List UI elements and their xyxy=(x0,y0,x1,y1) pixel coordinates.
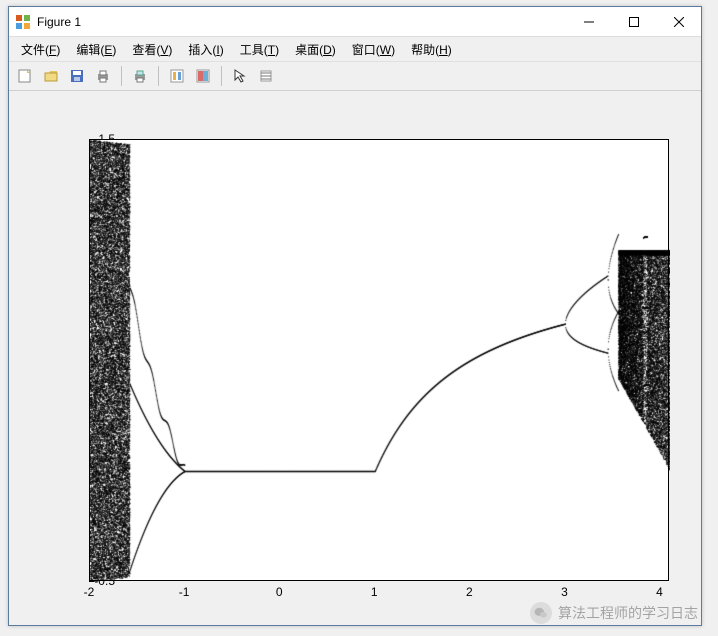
toolbar-separator xyxy=(221,66,222,86)
menu-v[interactable]: 查看(V) xyxy=(124,38,180,61)
data-cursor-icon xyxy=(258,68,274,84)
window-title: Figure 1 xyxy=(37,15,566,29)
new-figure-icon xyxy=(17,68,33,84)
xtick-label: 2 xyxy=(466,585,473,599)
menu-d[interactable]: 桌面(D) xyxy=(287,38,344,61)
data-cursor-button[interactable] xyxy=(254,64,278,88)
print-button[interactable] xyxy=(91,64,115,88)
xtick-label: 4 xyxy=(656,585,663,599)
xtick-label: 1 xyxy=(371,585,378,599)
xtick-label: 3 xyxy=(561,585,568,599)
matlab-icon xyxy=(15,14,31,30)
bifurcation-plot xyxy=(90,140,670,582)
xtick-label: -1 xyxy=(179,585,190,599)
open-icon xyxy=(43,68,59,84)
save-icon xyxy=(69,68,85,84)
menu-w[interactable]: 窗口(W) xyxy=(344,38,403,61)
save-button[interactable] xyxy=(65,64,89,88)
menu-f[interactable]: 文件(F) xyxy=(13,38,68,61)
arrow-button[interactable] xyxy=(228,64,252,88)
toolbar xyxy=(9,61,701,91)
colorbar-icon xyxy=(195,68,211,84)
wechat-icon xyxy=(530,602,552,624)
axes[interactable] xyxy=(89,139,669,581)
arrow-icon xyxy=(232,68,248,84)
maximize-button[interactable] xyxy=(611,7,656,36)
plot-area: -0.500.511.5 -2-101234 xyxy=(9,93,701,625)
menu-h[interactable]: 帮助(H) xyxy=(403,38,460,61)
new-figure-button[interactable] xyxy=(13,64,37,88)
print-preview-button[interactable] xyxy=(128,64,152,88)
toolbar-separator xyxy=(121,66,122,86)
open-button[interactable] xyxy=(39,64,63,88)
menu-bar: 文件(F)编辑(E)查看(V)插入(I)工具(T)桌面(D)窗口(W)帮助(H) xyxy=(9,37,701,61)
close-button[interactable] xyxy=(656,7,701,36)
minimize-button[interactable] xyxy=(566,7,611,36)
title-bar[interactable]: Figure 1 xyxy=(9,7,701,37)
figure-window: Figure 1 文件(F)编辑(E)查看(V)插入(I)工具(T)桌面(D)窗… xyxy=(8,6,702,626)
menu-t[interactable]: 工具(T) xyxy=(232,38,287,61)
watermark: 算法工程师的学习日志 xyxy=(530,602,698,624)
menu-i[interactable]: 插入(I) xyxy=(180,38,231,61)
menu-e[interactable]: 编辑(E) xyxy=(68,38,124,61)
print-preview-icon xyxy=(132,68,148,84)
window-buttons xyxy=(566,7,701,36)
link-plot-icon xyxy=(169,68,185,84)
colorbar-button[interactable] xyxy=(191,64,215,88)
xtick-label: -2 xyxy=(84,585,95,599)
toolbar-separator xyxy=(158,66,159,86)
link-plot-button[interactable] xyxy=(165,64,189,88)
watermark-text: 算法工程师的学习日志 xyxy=(558,603,698,623)
xtick-label: 0 xyxy=(276,585,283,599)
print-icon xyxy=(95,68,111,84)
